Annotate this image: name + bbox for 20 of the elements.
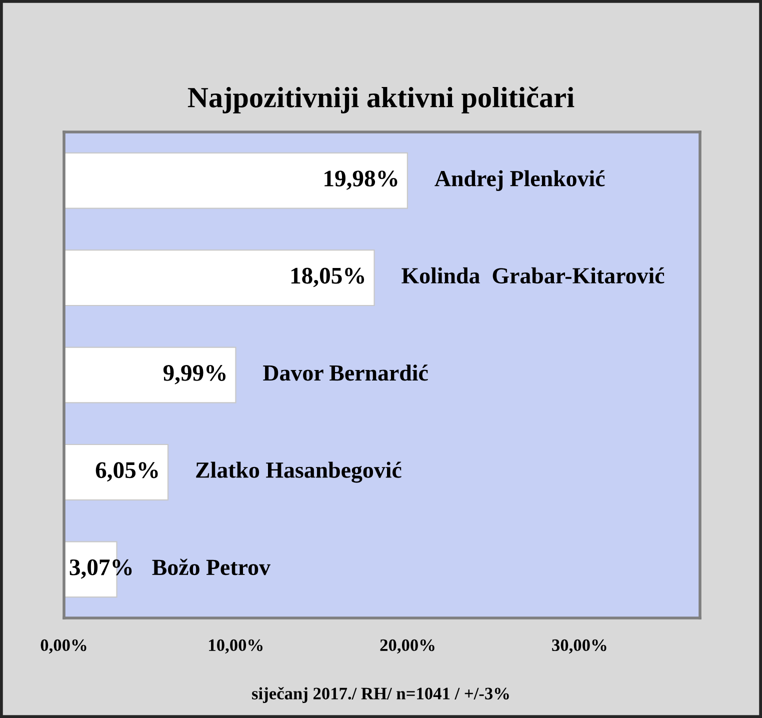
x-tick-label: 0,00% — [40, 639, 86, 654]
y-tick-label: Zlatko Hasanbegović — [196, 462, 402, 483]
text: siječanj 2017./ RH/ n=1041 / +/-3% — [252, 687, 509, 703]
y-tick-label: Davor Bernardić — [263, 364, 428, 381]
x-tick-label: 20,00% — [380, 639, 434, 654]
y-tick-label: Božo Petrov — [152, 558, 270, 576]
x-tick-label: 30,00% — [552, 639, 606, 654]
data-label: 9,99% — [163, 364, 226, 384]
data-label: 3,07% — [70, 559, 132, 579]
y-tick-label: Kolinda Grabar-Kitarović — [402, 267, 664, 284]
data-label: 19,98% — [324, 170, 398, 190]
bar — [64, 444, 169, 500]
chart-title: Najpozitivniji aktivni političari — [188, 86, 574, 114]
bar — [64, 346, 236, 404]
data-label: 18,05% — [291, 268, 364, 288]
data-label: 6,05% — [96, 462, 158, 482]
x-tick-label: 10,00% — [209, 639, 262, 654]
y-tick-label: Andrej Plenković — [434, 170, 605, 191]
bar — [64, 250, 375, 306]
bar — [64, 152, 408, 209]
